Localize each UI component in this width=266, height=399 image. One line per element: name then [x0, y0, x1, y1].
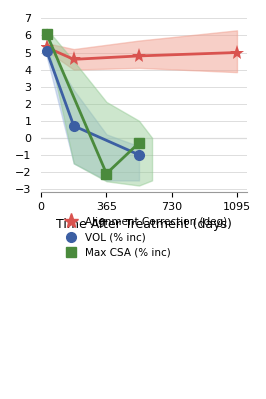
- Legend: Alignment Correction (deg), VOL (% inc), Max CSA (% inc): Alignment Correction (deg), VOL (% inc),…: [56, 213, 232, 262]
- X-axis label: Time After Treatment (days): Time After Treatment (days): [56, 217, 232, 231]
